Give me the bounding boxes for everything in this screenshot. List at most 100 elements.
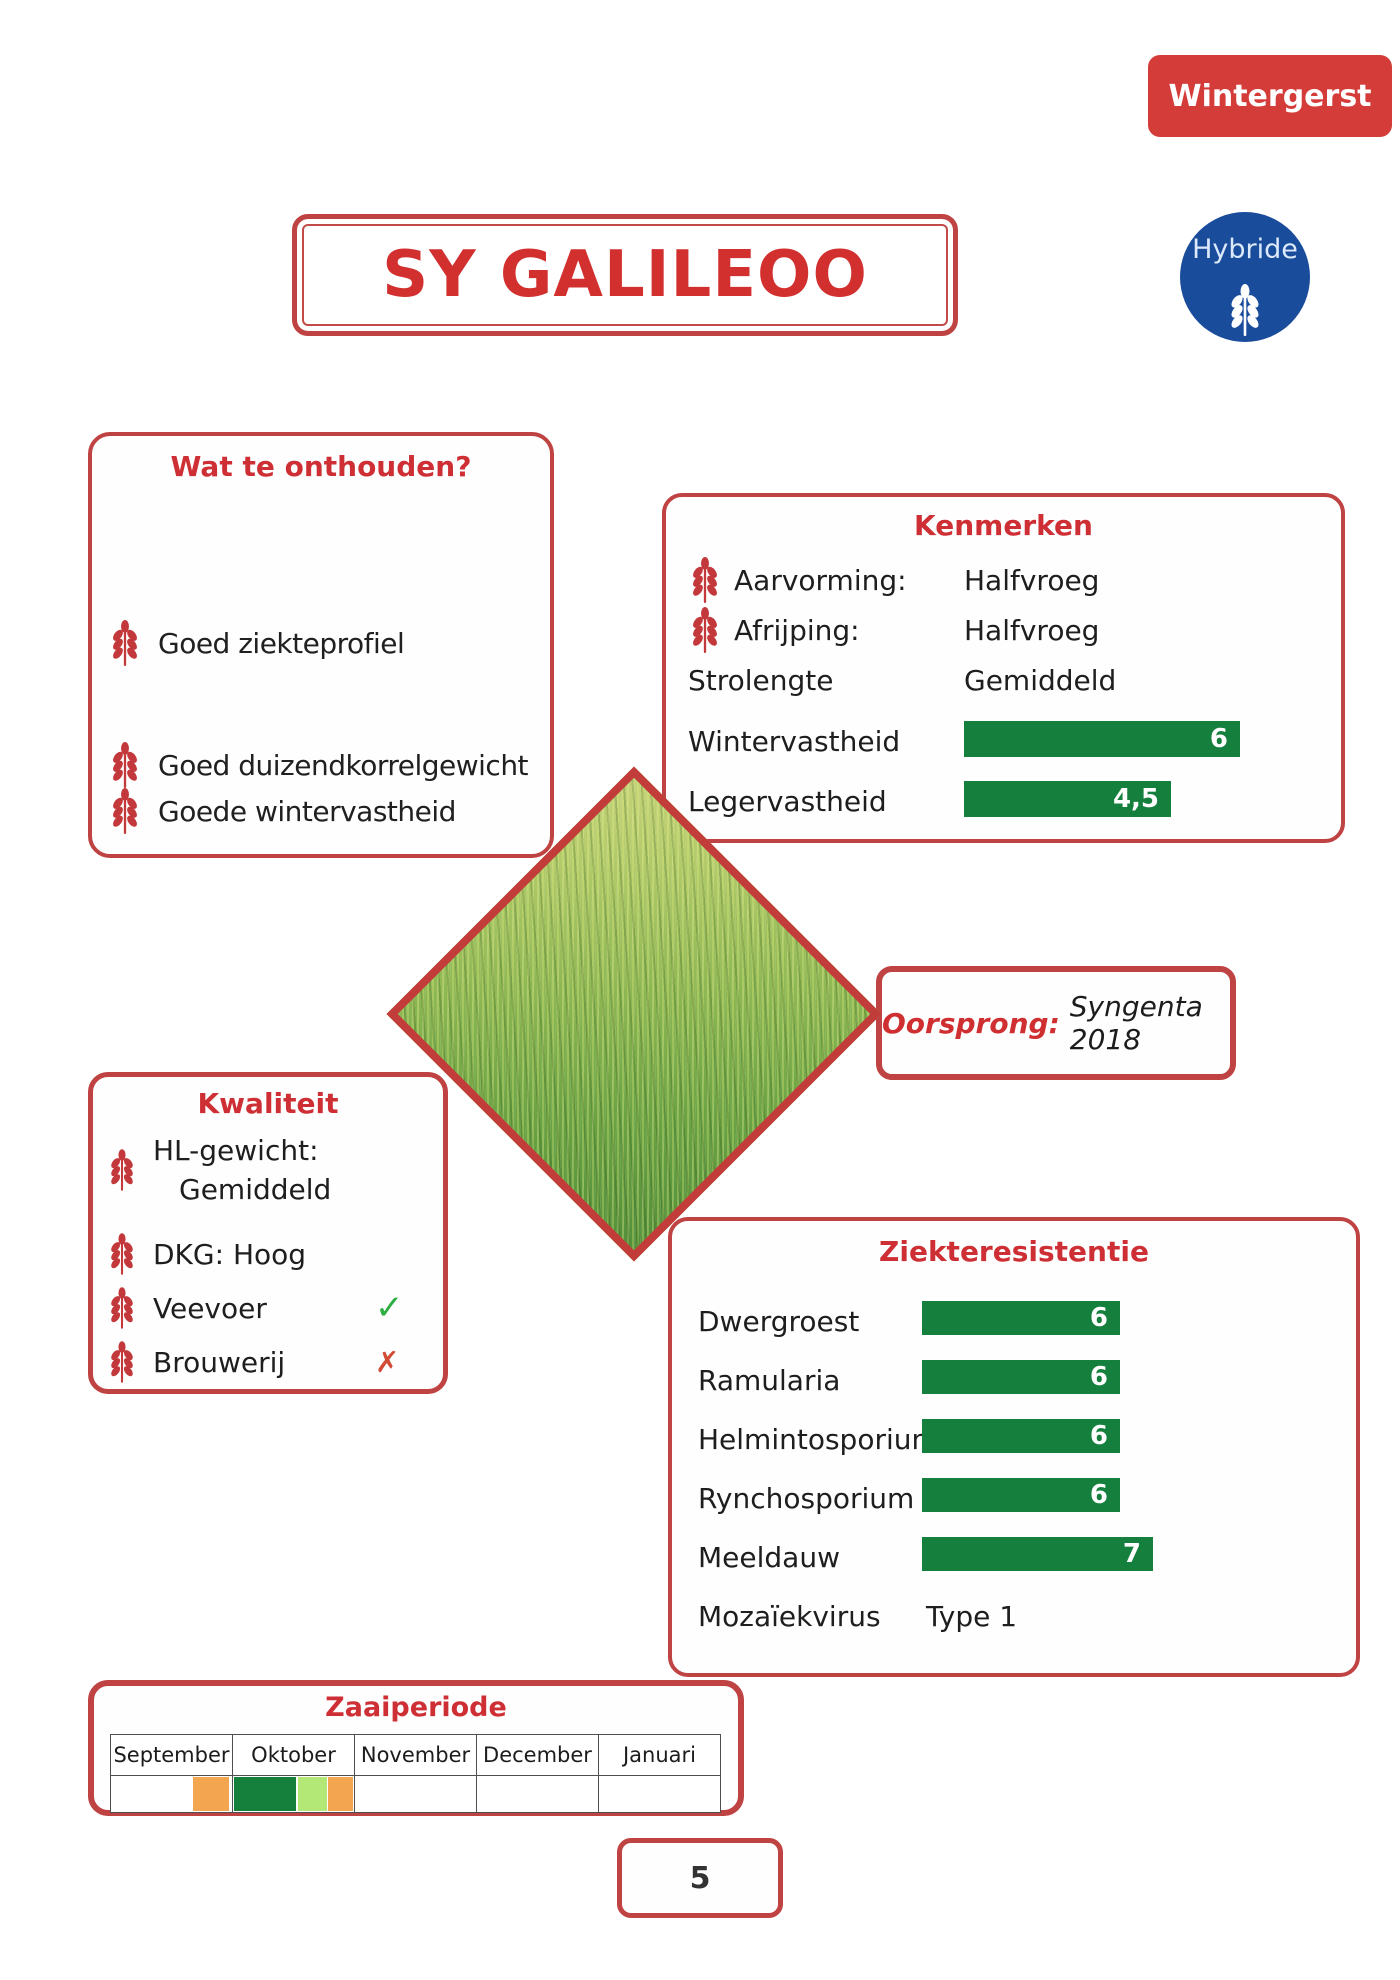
wheat-icon (108, 742, 142, 788)
score-bar-track: 6 (922, 1301, 1120, 1335)
score-bar: 6 (922, 1360, 1120, 1394)
highlight-text: Goed ziekteprofiel (158, 626, 405, 660)
score-bar: 7 (922, 1537, 1153, 1571)
score-label: Rynchosporium (698, 1482, 915, 1515)
score-label: Wintervastheid (688, 725, 901, 758)
score-bar-track: 6 (922, 1419, 1120, 1453)
trait-label: Strolengte (688, 663, 834, 697)
score-bar-row: Wintervastheid 6 (688, 715, 1321, 775)
month-header-cell: November (354, 1734, 477, 1776)
quality-value: Gemiddeld (179, 1173, 332, 1206)
wheat-icon (107, 1340, 137, 1384)
quality-row: DKG: Hoog (107, 1227, 435, 1281)
month-header-cell: Oktober (232, 1734, 355, 1776)
category-badge-label: Wintergerst (1168, 78, 1372, 114)
sowing-period-box: Zaaiperiode September Oktober November D… (88, 1680, 744, 1816)
disease-resistance-box: Ziekteresistentie Dwergroest 6 Ramularia (668, 1217, 1360, 1677)
variety-title-box: SY GALILEOO (292, 214, 958, 336)
origin-box: Oorsprong: Syngenta 2018 (876, 966, 1236, 1080)
score-label: Helmintosporium (698, 1423, 939, 1456)
wheat-icon (108, 620, 142, 666)
page-number-box: 5 (617, 1838, 783, 1918)
score-bar: 6 (964, 721, 1240, 757)
month-value-cell (476, 1775, 599, 1813)
score-bar-track: 6 (964, 721, 1240, 757)
score-value: 7 (1122, 1539, 1141, 1569)
trait-row: Aarvorming: Halfvroeg (688, 555, 1321, 605)
origin-label: Oorsprong: (882, 1006, 1060, 1040)
traits-list: Aarvorming: Halfvroeg Afrijping: Halfvro… (688, 555, 1321, 705)
quality-row: Veevoer ✓ (107, 1281, 435, 1335)
month-value-cell (354, 1775, 477, 1813)
characteristic-bars: Wintervastheid 6 Legervastheid 4,5 (688, 715, 1321, 835)
quality-title: Kwaliteit (197, 1087, 339, 1120)
highlights-title: Wat te onthouden? (170, 450, 472, 483)
score-label: Meeldauw (698, 1541, 840, 1574)
score-bar-row: Meeldauw 7 (698, 1529, 1332, 1588)
mosaic-virus-row: Mozaïekvirus Type 1 (698, 1588, 1332, 1647)
month-value-cell (598, 1775, 721, 1813)
wheat-icon (107, 1232, 137, 1276)
page-title: SY GALILEOO (382, 238, 868, 312)
highlight-text: Goede wintervastheid (158, 794, 456, 828)
score-value: 6 (1089, 1421, 1108, 1451)
quality-label: DKG: Hoog (153, 1237, 307, 1271)
score-bar: 6 (922, 1419, 1120, 1453)
score-value: 4,5 (1112, 784, 1159, 814)
wheat-icon (688, 557, 722, 603)
sowing-strip (110, 1775, 721, 1813)
score-bar-row: Helmintosporium 6 (698, 1411, 1332, 1470)
score-bar-track: 7 (922, 1537, 1153, 1571)
quality-row: HL-gewicht: Gemiddeld (107, 1129, 435, 1211)
score-value: 6 (1089, 1303, 1108, 1333)
trait-label: Afrijping: (734, 613, 860, 647)
score-bar-track: 4,5 (964, 781, 1171, 817)
score-bar-track: 6 (922, 1360, 1120, 1394)
characteristics-box: Kenmerken Aarvorming: Halfvroeg (662, 493, 1345, 843)
score-bar: 4,5 (964, 781, 1171, 817)
list-item: Goede wintervastheid (108, 788, 542, 834)
trait-row: Strolengte Gemiddeld (688, 655, 1321, 705)
quality-mark: ✗ (375, 1345, 400, 1379)
score-bar-row: Rynchosporium 6 (698, 1470, 1332, 1529)
sowing-segment (234, 1777, 297, 1811)
disease-bars: Dwergroest 6 Ramularia 6 (698, 1293, 1332, 1588)
score-label: Dwergroest (698, 1305, 860, 1338)
mosaic-virus-value: Type 1 (926, 1600, 1018, 1633)
month-header-cell: September (110, 1734, 233, 1776)
wheat-icon (108, 788, 142, 834)
score-bar-row: Dwergroest 6 (698, 1293, 1332, 1352)
quality-list: HL-gewicht: Gemiddeld DKG: Hoog (107, 1129, 435, 1389)
wheat-icon (1226, 284, 1264, 336)
month-header-cell: Januari (598, 1734, 721, 1776)
trait-label: Aarvorming: (734, 563, 907, 597)
wheat-icon (688, 607, 722, 653)
sowing-segment (193, 1777, 229, 1811)
highlights-box: Wat te onthouden? Goed ziekteprofiel (88, 432, 554, 858)
list-item: Goed ziekteprofiel (108, 620, 542, 666)
list-item: Goed duizendkorrelgewicht (108, 742, 542, 788)
sowing-period-title: Zaaiperiode (325, 1692, 507, 1723)
highlight-text: Goed duizendkorrelgewicht (158, 748, 529, 782)
page-number: 5 (689, 1860, 711, 1896)
score-value: 6 (1089, 1362, 1108, 1392)
sowing-table-header: September Oktober November December Janu… (110, 1734, 721, 1776)
score-value: 6 (1089, 1480, 1108, 1510)
characteristics-title: Kenmerken (914, 509, 1093, 542)
wheat-icon (107, 1148, 137, 1192)
sowing-segment (297, 1777, 327, 1811)
quality-row: Brouwerij ✗ (107, 1335, 435, 1389)
quality-label: Veevoer (153, 1291, 267, 1325)
category-badge: Wintergerst (1148, 55, 1392, 137)
trait-value: Gemiddeld (964, 663, 1117, 697)
wheat-icon (107, 1286, 137, 1330)
disease-resistance-title: Ziekteresistentie (879, 1235, 1149, 1268)
trait-row: Afrijping: Halfvroeg (688, 605, 1321, 655)
score-bar-row: Legervastheid 4,5 (688, 775, 1321, 835)
mosaic-virus-label: Mozaïekvirus (698, 1600, 881, 1633)
sowing-table: September Oktober November December Janu… (110, 1734, 721, 1813)
hybride-label: Hybride (1192, 234, 1298, 265)
trait-value: Halfvroeg (964, 613, 1100, 647)
score-label: Ramularia (698, 1364, 841, 1397)
